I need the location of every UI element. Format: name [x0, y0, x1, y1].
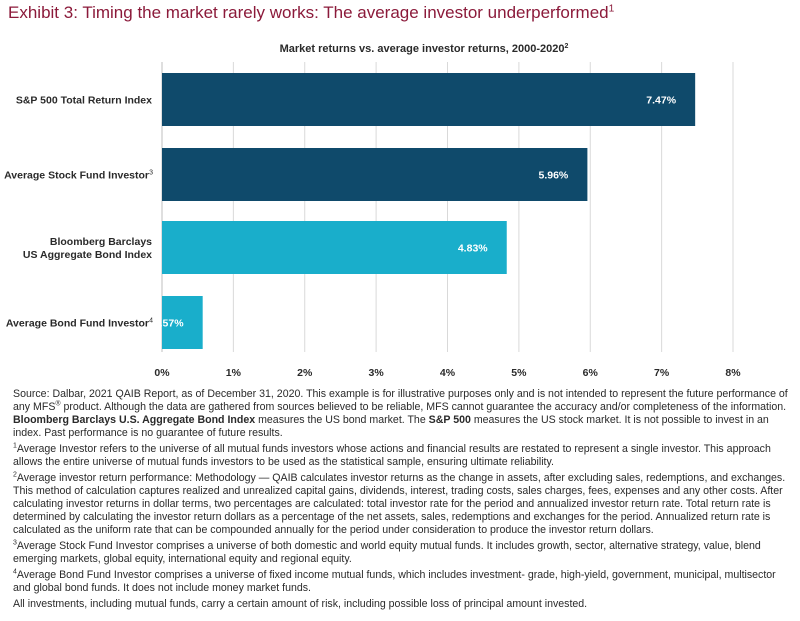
bar [162, 73, 696, 126]
footnote-2-mark: 2 [13, 471, 17, 479]
category-label: Average Stock Fund Investor [4, 170, 149, 182]
bar-value-label: 4.83% [458, 243, 488, 255]
source-note-text: measures the US bond market. The [255, 414, 429, 426]
chart-title-footnote-mark: 2 [565, 43, 569, 50]
x-tick-label: 6% [583, 367, 599, 379]
x-tick-label: 5% [511, 367, 527, 379]
chart-category-labels: S&P 500 Total Return Index Average Stock … [4, 95, 153, 330]
chart-x-axis: 0% 1% 2% 3% 4% 5% 6% 7% 8% [154, 367, 741, 379]
footnote-2: 2Average investor return performance: Me… [13, 471, 793, 537]
x-tick-label: 4% [440, 367, 456, 379]
footnotes: Source: Dalbar, 2021 QAIB Report, as of … [13, 388, 793, 614]
footnote-2-text: Average investor return performance: Met… [13, 472, 786, 536]
x-tick-label: 2% [297, 367, 313, 379]
registered-mark: ® [55, 400, 61, 408]
source-note-emphasis: S&P 500 [428, 414, 471, 426]
x-tick-label: 0% [154, 367, 170, 379]
footnote-1-text: Average Investor refers to the universe … [13, 443, 771, 468]
bar-value-label: 7.47% [646, 95, 676, 107]
chart-bars: 7.47% 5.96% 4.83% 0.57% [154, 73, 696, 349]
bar-value-label: 5.96% [539, 170, 569, 182]
footnote-1: 1Average Investor refers to the universe… [13, 442, 793, 469]
chart-title: Market returns vs. average investor retu… [280, 43, 569, 55]
exhibit-title: Exhibit 3: Timing the market rarely work… [8, 3, 614, 23]
footnote-1-mark: 1 [13, 442, 17, 450]
category-footnote-mark: 3 [149, 170, 153, 177]
x-tick-label: 3% [369, 367, 385, 379]
bar [162, 221, 507, 274]
x-tick-label: 8% [725, 367, 741, 379]
footnote-4-text: Average Bond Fund Investor comprises a u… [13, 569, 776, 594]
exhibit-title-text: Exhibit 3: Timing the market rarely work… [8, 3, 609, 22]
x-tick-label: 7% [654, 367, 670, 379]
source-note-text: product. Although the data are gathered … [60, 401, 787, 413]
footnote-3: 3Average Stock Fund Investor comprises a… [13, 539, 793, 566]
bar [162, 148, 588, 201]
bar-value-label: 0.57% [154, 318, 184, 330]
category-label: Bloomberg Barclays [50, 236, 152, 248]
footnote-4-mark: 4 [13, 568, 17, 576]
category-label: Average Bond Fund Investor [6, 318, 149, 330]
bar [162, 296, 203, 349]
footnote-4: 4Average Bond Fund Investor comprises a … [13, 568, 793, 595]
source-note: Source: Dalbar, 2021 QAIB Report, as of … [13, 388, 793, 440]
exhibit-title-footnote-mark: 1 [608, 3, 615, 15]
category-footnote-mark: 4 [149, 318, 153, 325]
bar-chart: Market returns vs. average investor retu… [4, 43, 741, 379]
source-note-emphasis: Bloomberg Barclays U.S. Aggregate Bond I… [13, 414, 256, 426]
chart-title-text: Market returns vs. average investor retu… [280, 43, 565, 55]
x-tick-label: 1% [226, 367, 242, 379]
source-note-text: measures the US stock market. It is not … [13, 414, 769, 439]
category-label: S&P 500 Total Return Index [16, 95, 152, 107]
footnote-3-mark: 3 [13, 539, 17, 547]
footnote-3-text: Average Stock Fund Investor comprises a … [13, 540, 761, 565]
category-label: US Aggregate Bond Index [23, 249, 152, 261]
source-note-text: Source: Dalbar, 2021 QAIB Report, as of … [13, 388, 788, 413]
closing-note: All investments, including mutual funds,… [13, 598, 588, 610]
